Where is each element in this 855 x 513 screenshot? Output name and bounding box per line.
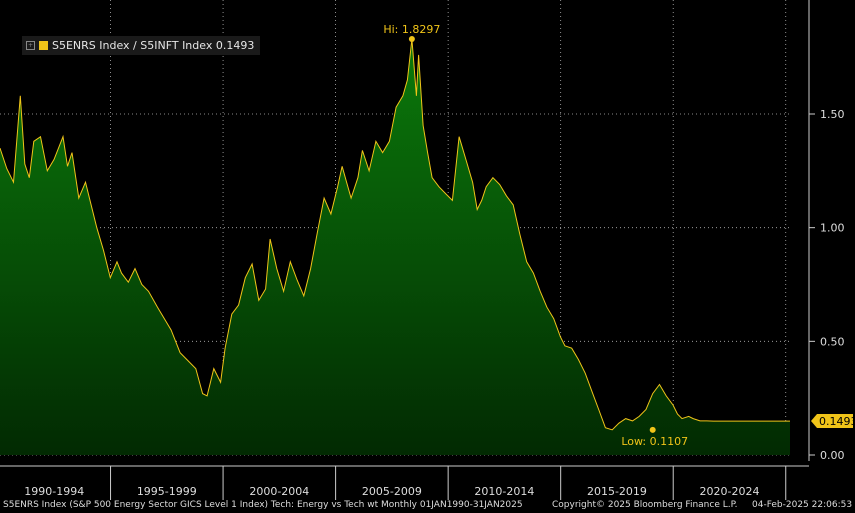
x-band-label: 2010-2014 [474, 485, 534, 498]
low-marker [649, 426, 656, 433]
last-value-label: 0.1493 [819, 415, 855, 428]
series-area [0, 39, 790, 455]
footer-copyright: Copyright© 2025 Bloomberg Finance L.P. [552, 500, 738, 510]
high-label: Hi: 1.8297 [383, 23, 440, 36]
legend-label: S5ENRS Index / S5INFT Index 0.1493 [52, 39, 255, 52]
y-tick-label: 0.50 [820, 335, 845, 348]
x-band-label: 2015-2019 [587, 485, 647, 498]
x-band-label: 1990-1994 [24, 485, 84, 498]
x-band-label: 2005-2009 [362, 485, 422, 498]
expand-icon[interactable]: + [26, 41, 35, 50]
x-band-label: 2020-2024 [699, 485, 759, 498]
low-label: Low: 0.1107 [621, 435, 688, 448]
last-value-badge [811, 414, 853, 429]
x-band-label: 2000-2004 [249, 485, 309, 498]
x-axis: 1990-1994 1995-1999 2000-2004 2005-2009 2010… [0, 465, 809, 500]
series-line [0, 38, 790, 431]
annotations: Hi: 1.8297 Low: 0.1107 0.1493 [383, 23, 855, 448]
area-layer [0, 38, 790, 455]
footer-timestamp: 04-Feb-2025 22:06:53 [752, 500, 853, 510]
x-band-label: 1995-1999 [137, 485, 197, 498]
high-marker [408, 36, 415, 43]
legend[interactable]: + S5ENRS Index / S5INFT Index 0.1493 [22, 36, 261, 55]
y-tick-label: 1.00 [820, 222, 845, 235]
footer-description: S5ENRS Index (S&P 500 Energy Sector GICS… [3, 500, 523, 510]
footer-bar: S5ENRS Index (S&P 500 Energy Sector GICS… [0, 500, 855, 513]
y-tick-label: 1.50 [820, 108, 845, 121]
legend-swatch [39, 41, 48, 50]
y-axis: 0.00 0.50 1.00 1.50 [808, 0, 845, 462]
y-tick-label: 0.00 [820, 449, 845, 462]
